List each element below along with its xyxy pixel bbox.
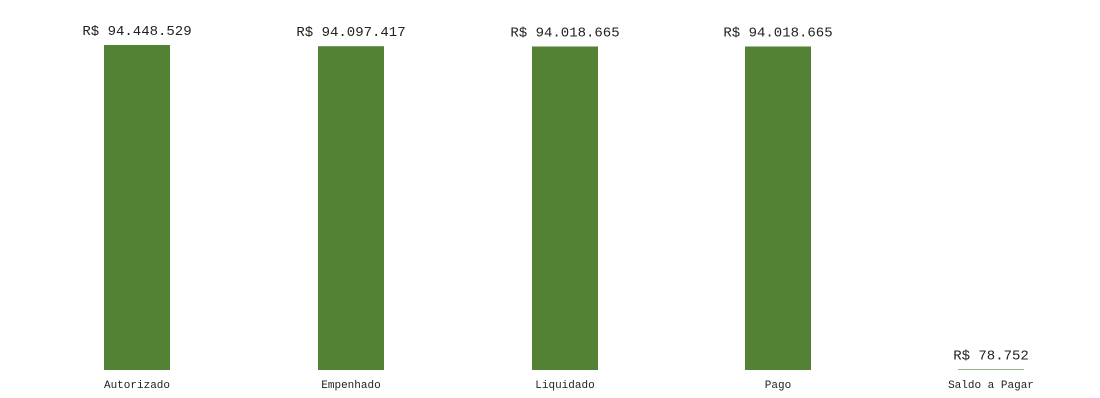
data-label: R$ 94.018.665 (510, 25, 619, 41)
category-label: Autorizado (104, 380, 170, 392)
bars-group (104, 45, 1024, 370)
category-labels-group: Autorizado Empenhado Liquidado Pago Saldo a … (104, 380, 1034, 392)
data-label: R$ 94.448.529 (82, 24, 191, 40)
category-label: Liquidado (535, 380, 594, 392)
data-label: R$ 78.752 (953, 348, 1029, 364)
bar-empenhado[interactable] (318, 46, 384, 370)
category-label: Empenhado (321, 380, 380, 392)
bar-saldo-a-pagar[interactable] (958, 369, 1024, 370)
bar-liquidado[interactable] (532, 46, 598, 370)
category-label: Pago (765, 380, 791, 392)
bar-autorizado[interactable] (104, 45, 170, 370)
data-label: R$ 94.097.417 (296, 25, 405, 41)
data-label: R$ 94.018.665 (723, 25, 832, 41)
category-label: Saldo a Pagar (948, 380, 1034, 392)
value-labels-group: R$ 94.448.529 R$ 94.097.417 R$ 94.018.665 R… (82, 24, 1028, 364)
bar-pago[interactable] (745, 46, 811, 370)
